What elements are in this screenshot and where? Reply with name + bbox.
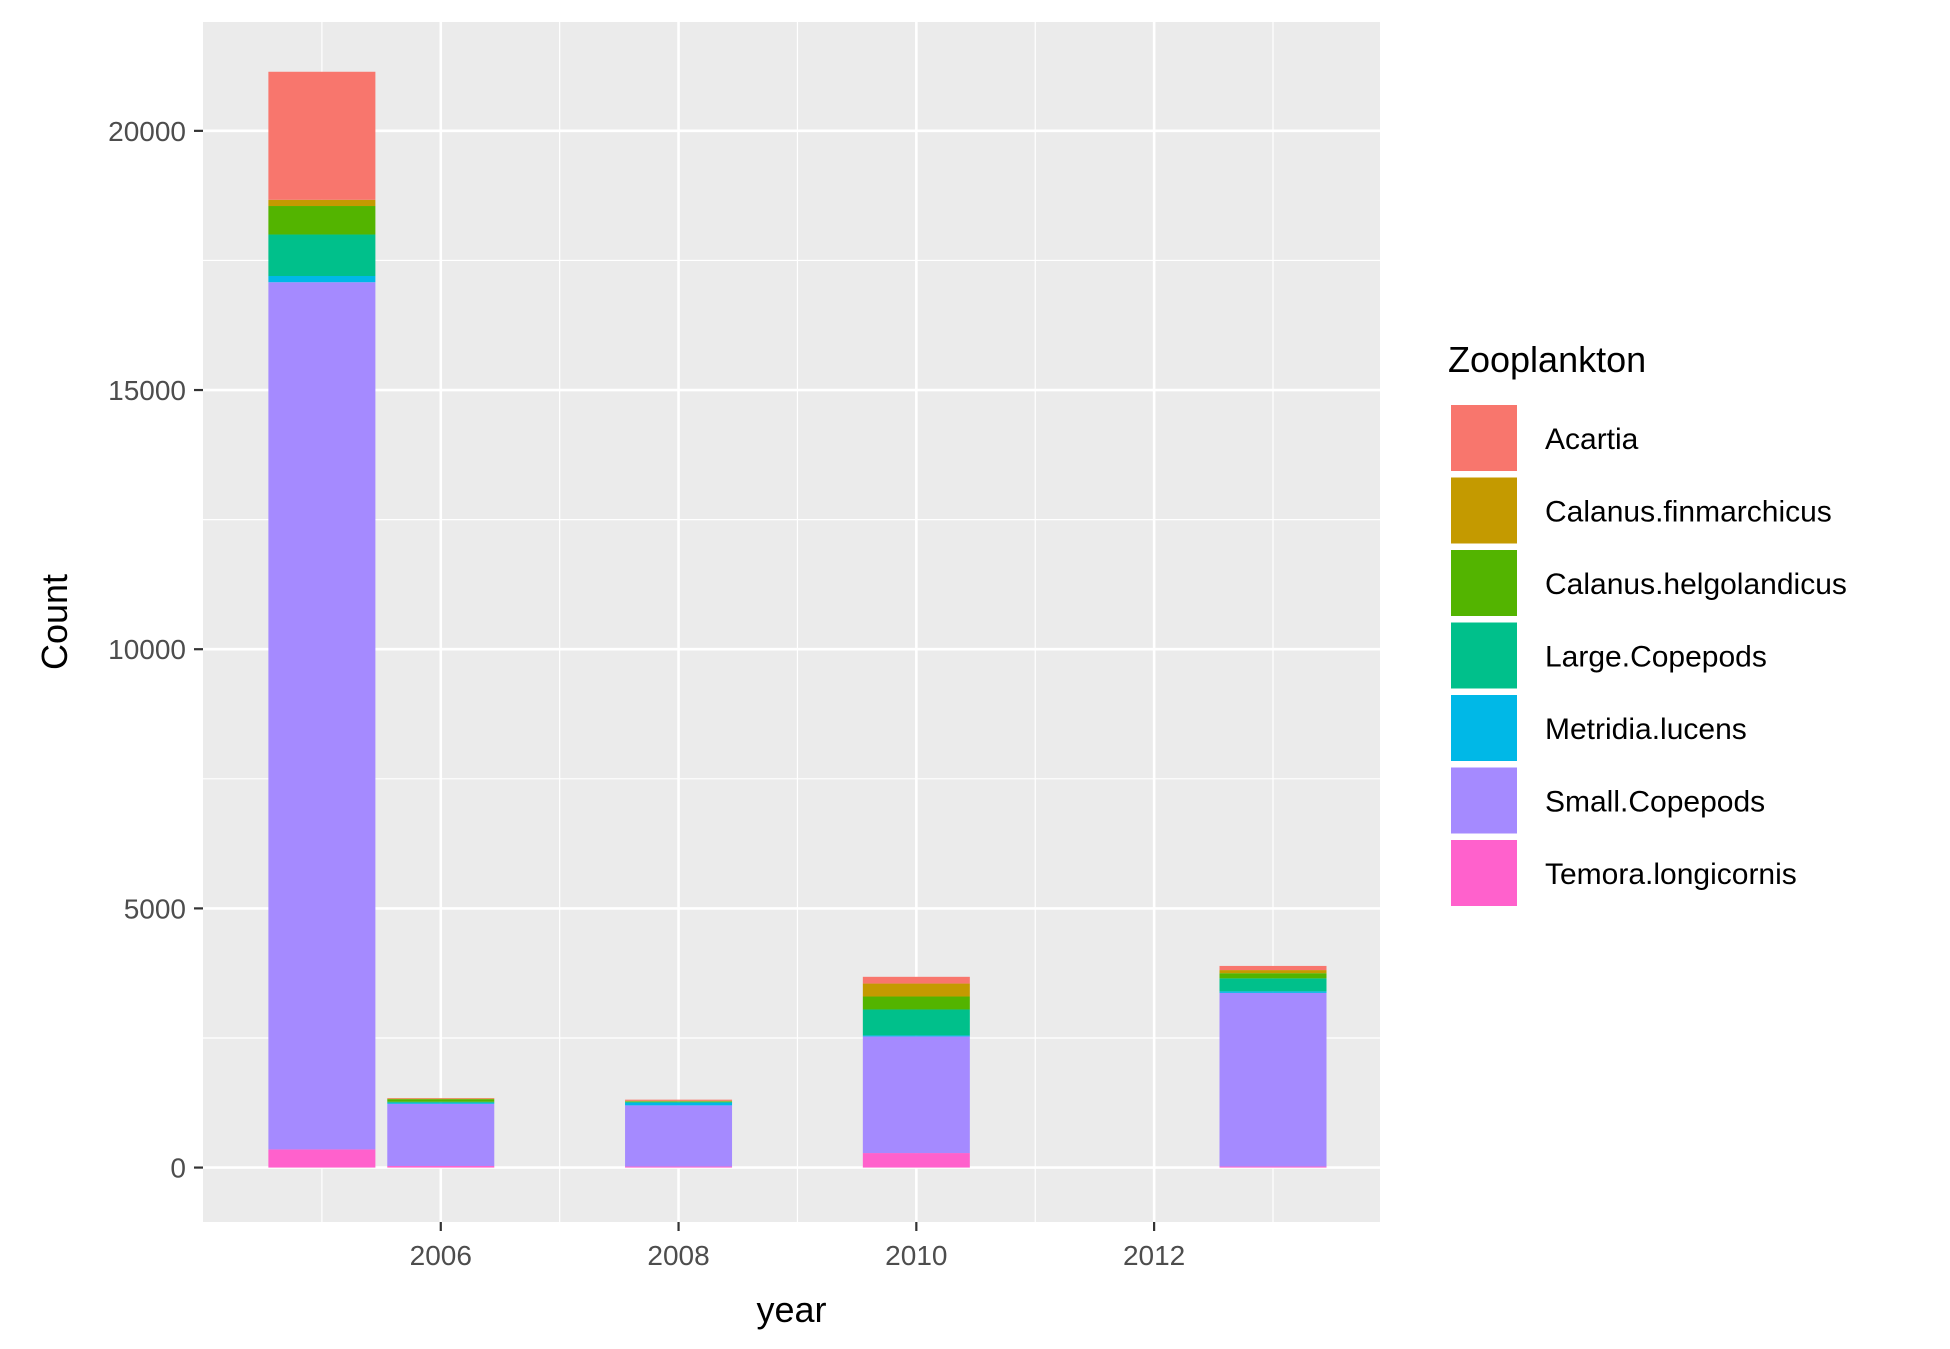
bar-segment <box>862 1036 970 1154</box>
bar-segment <box>1219 992 1327 1167</box>
legend-items: Acartia Calanus.finmarchicus Calanus.helgo… <box>1451 405 1847 906</box>
bar-segment <box>387 1102 495 1104</box>
bar-segment <box>268 206 376 235</box>
y-tick-label: 20000 <box>108 116 186 147</box>
bar-segment <box>1219 991 1327 993</box>
bar-segment <box>268 199 376 207</box>
bar-segment <box>268 71 376 200</box>
legend-label: Small.Copepods <box>1545 786 1765 819</box>
x-tick-label: 2006 <box>410 1240 472 1271</box>
bar-segment <box>625 1102 733 1106</box>
legend-label: Temora.longicornis <box>1545 858 1797 891</box>
bar-segment <box>387 1098 495 1099</box>
bar-segment <box>268 282 376 1150</box>
bar-segment <box>1219 973 1327 979</box>
bar-segment <box>625 1099 733 1101</box>
legend: Zooplankton Acartia Calanus.finmarchicus C… <box>1448 339 1847 906</box>
legend-label: Calanus.helgolandicus <box>1545 568 1847 601</box>
legend-label: Calanus.finmarchicus <box>1545 496 1832 529</box>
y-tick-label: 15000 <box>108 375 186 406</box>
x-tick-label: 2008 <box>647 1240 709 1271</box>
plot-panel <box>203 22 1380 1222</box>
minor-gridlines <box>203 22 1380 1222</box>
bar-segment <box>862 1035 970 1037</box>
bar-segment <box>1219 1166 1327 1168</box>
x-tick-labels: 2006 2008 2010 2012 <box>410 1240 1186 1271</box>
bar-segment <box>625 1101 733 1103</box>
bars <box>268 71 1327 1168</box>
legend-key <box>1451 695 1517 761</box>
bar-segment <box>387 1099 495 1102</box>
legend-title: Zooplankton <box>1448 339 1646 380</box>
bar-segment <box>625 1100 733 1102</box>
y-tick-labels: 0 5000 10000 15000 20000 <box>108 116 186 1184</box>
bar-segment <box>387 1098 495 1100</box>
y-tick-label: 0 <box>170 1153 186 1184</box>
bar-segment <box>862 1009 970 1036</box>
bar-segment <box>862 996 970 1010</box>
bar-segment <box>625 1166 733 1168</box>
legend-key <box>1451 405 1517 471</box>
legend-key <box>1451 550 1517 616</box>
bar-segment <box>862 1153 970 1168</box>
bar-segment <box>1219 978 1327 992</box>
bar-segment <box>1219 970 1327 974</box>
y-tick-label: 5000 <box>124 893 186 924</box>
bar-segment <box>387 1101 495 1103</box>
bar-segment <box>1219 965 1327 971</box>
bar-segment <box>268 1149 376 1168</box>
bar-segment <box>862 983 970 997</box>
legend-key <box>1451 622 1517 689</box>
legend-label: Metridia.lucens <box>1545 713 1747 746</box>
legend-key <box>1451 477 1517 544</box>
x-tick-label: 2012 <box>1123 1240 1185 1271</box>
bar-segment <box>268 234 376 276</box>
x-tick-label: 2010 <box>885 1240 947 1271</box>
major-gridlines <box>203 22 1380 1222</box>
x-axis-title: year <box>756 1289 826 1330</box>
bar-segment <box>862 976 970 984</box>
legend-label: Acartia <box>1545 423 1639 456</box>
y-axis-title: Count <box>34 574 75 670</box>
axis-ticks <box>194 129 1156 1231</box>
bar-segment <box>387 1166 495 1168</box>
bar-segment <box>625 1105 733 1167</box>
legend-key <box>1451 767 1517 834</box>
y-tick-label: 10000 <box>108 634 186 665</box>
bar-segment <box>625 1101 733 1102</box>
bar-segment <box>387 1103 495 1167</box>
legend-label: Large.Copepods <box>1545 641 1767 674</box>
legend-key <box>1451 840 1517 906</box>
bar-segment <box>268 275 376 283</box>
